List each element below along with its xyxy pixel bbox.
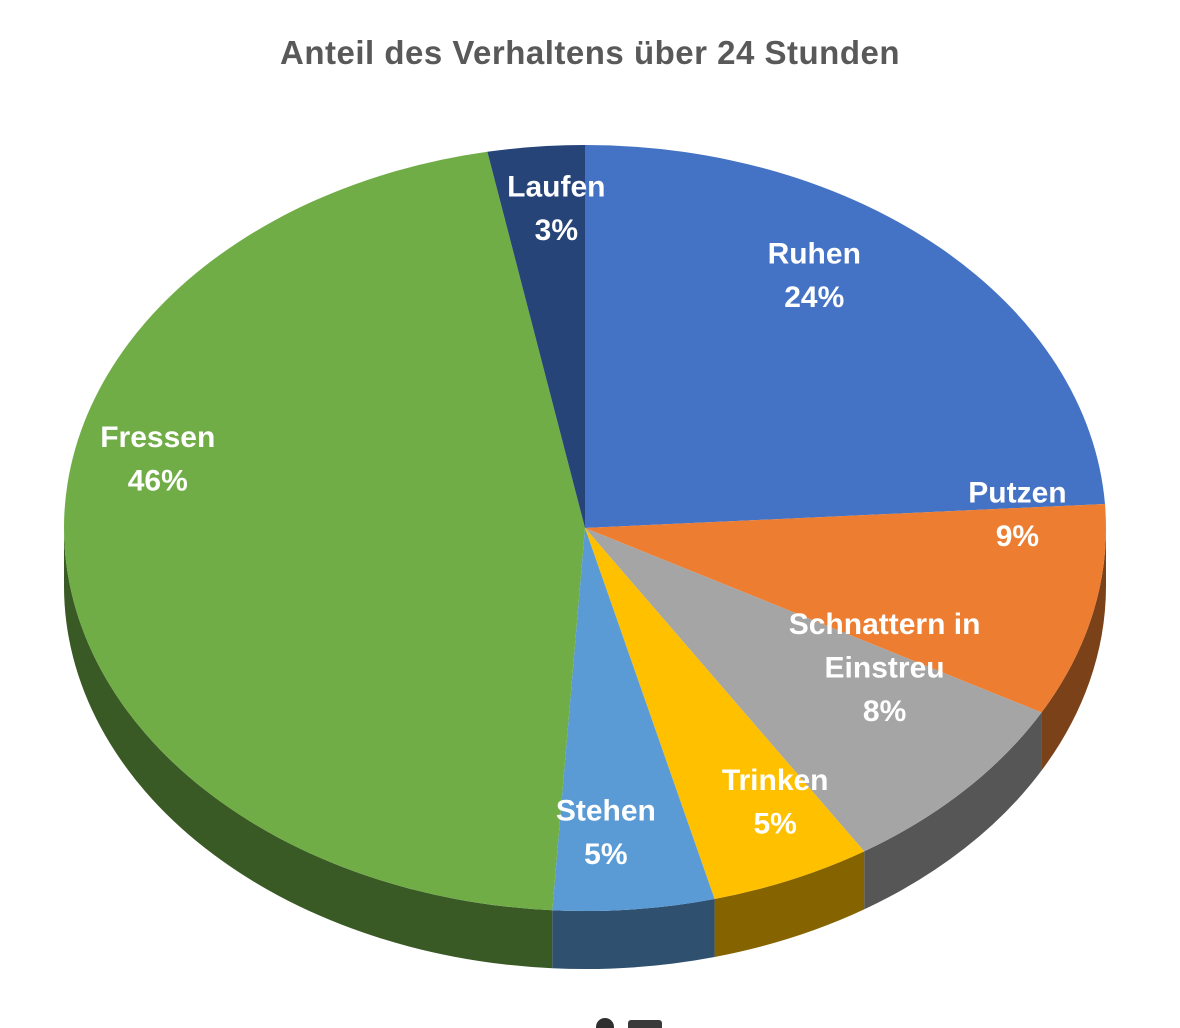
slice-label-stehen-pct: 5% (584, 838, 627, 871)
slice-label-putzen-name-0: Putzen (968, 477, 1066, 510)
pie-slice-stehen (552, 528, 715, 911)
pie-slice-side-stehen (552, 898, 715, 969)
slice-label-ruhen-name-0: Ruhen (768, 237, 861, 270)
cropped-legend-text-fragment (628, 1020, 662, 1028)
slice-label-laufen-pct: 3% (535, 214, 578, 247)
pie-slice-side-putzen (1041, 528, 1106, 771)
pie-slice-side-fressen (64, 528, 553, 969)
pie-slice-fressen (63, 151, 586, 911)
slice-label-fressen-name-0: Fressen (100, 421, 215, 454)
cropped-legend-marker (596, 1018, 614, 1028)
pie-slice-side-schnattern-in-einstreu (864, 712, 1042, 910)
slice-label-schnattern-in-einstreu-pct: 8% (863, 695, 906, 728)
slice-label-trinken-pct: 5% (753, 807, 796, 840)
slice-label-trinken-name-0: Trinken (722, 764, 829, 797)
slice-label-laufen-name-0: Laufen (507, 170, 605, 203)
pie-slice-schnattern-in-einstreu (585, 528, 1042, 852)
pie-slice-side-trinken (714, 851, 865, 957)
pie-slice-ruhen (585, 145, 1105, 528)
pie-slice-laufen (487, 145, 585, 528)
pie-slice-trinken (585, 528, 865, 899)
slice-label-schnattern-in-einstreu-name-0: Schnattern in (789, 608, 981, 641)
slice-label-putzen-pct: 9% (996, 520, 1039, 553)
chart-title: Anteil des Verhaltens über 24 Stunden (280, 34, 900, 71)
slice-label-schnattern-in-einstreu-name-1: Einstreu (825, 652, 945, 685)
slice-label-fressen-pct: 46% (128, 465, 188, 498)
pie-slice-putzen (585, 503, 1106, 713)
slice-label-stehen-name-0: Stehen (556, 795, 656, 828)
slice-label-ruhen-pct: 24% (784, 281, 844, 314)
cropped-legend-fragment (592, 1014, 668, 1028)
